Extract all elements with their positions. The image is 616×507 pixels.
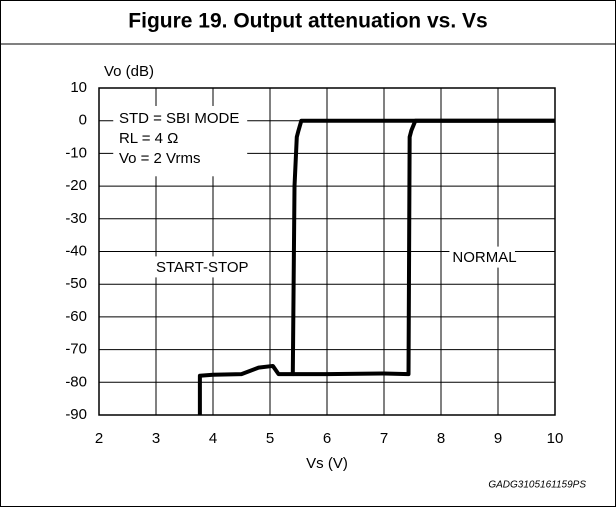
series-line [197, 118, 555, 415]
y-tick-label: -60 [65, 308, 87, 325]
y-tick-label: -20 [65, 177, 87, 194]
x-tick-label: 8 [437, 430, 445, 447]
annotation: Vo = 2 Vrms [119, 150, 201, 167]
x-tick-label: 6 [323, 430, 331, 447]
y-tick-label: -90 [65, 406, 87, 423]
x-tick-label: 2 [95, 430, 103, 447]
y-tick-label: -80 [65, 373, 87, 390]
y-tick-label: -30 [65, 210, 87, 227]
series-label: NORMAL [452, 249, 516, 266]
y-tick-label: -50 [65, 275, 87, 292]
y-axis-label: Vo (dB) [104, 63, 154, 80]
series-line [292, 118, 555, 377]
y-tick-label: -70 [65, 341, 87, 358]
label-bg [449, 246, 515, 268]
series-label: START-STOP [156, 259, 249, 276]
x-tick-label: 9 [494, 430, 502, 447]
y-tick-label: 10 [70, 79, 87, 96]
figure-code: GADG3105161159PS [488, 480, 586, 491]
x-tick-label: 4 [209, 430, 217, 447]
chart-title: Figure 19. Output attenuation vs. Vs [128, 10, 487, 33]
label-bg [153, 256, 265, 278]
annotation: RL = 4 Ω [119, 130, 178, 147]
y-tick-label: -40 [65, 242, 87, 259]
x-tick-label: 3 [152, 430, 160, 447]
y-tick-label: 0 [79, 112, 87, 129]
x-axis-label: Vs (V) [306, 455, 348, 472]
annotation: STD = SBI MODE [119, 110, 239, 127]
x-tick-label: 7 [380, 430, 388, 447]
x-tick-label: 10 [547, 430, 564, 447]
annotation-box [113, 105, 248, 177]
x-tick-label: 5 [266, 430, 274, 447]
y-tick-label: -10 [65, 144, 87, 161]
plot-border [98, 87, 556, 416]
